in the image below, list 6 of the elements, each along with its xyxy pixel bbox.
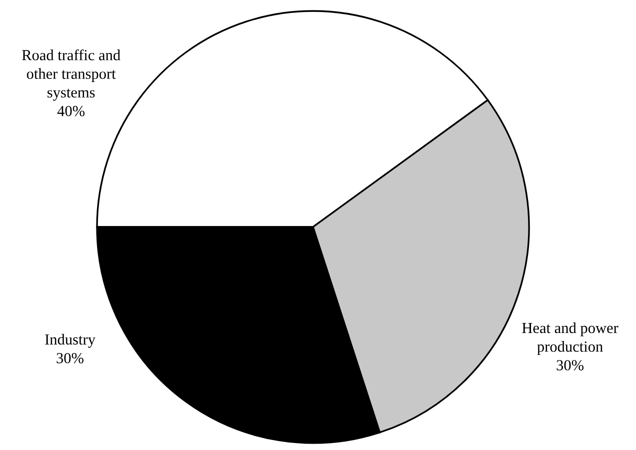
slice-label: Industry [45, 334, 96, 348]
data-label: 30% [556, 360, 584, 370]
data-label: 30% [56, 352, 84, 364]
slice-label: Road traffic and other transport systems [22, 49, 120, 101]
data-label: 40% [57, 106, 85, 116]
slice-label: Heat and power production [522, 322, 618, 355]
